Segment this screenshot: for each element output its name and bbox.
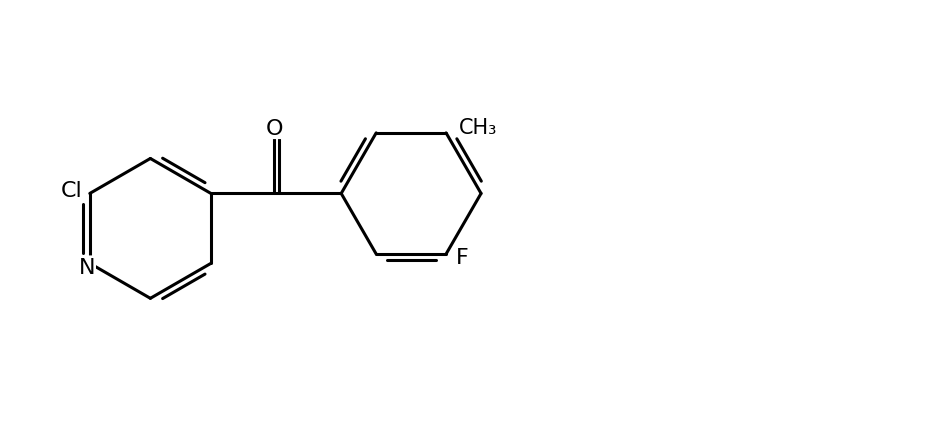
Text: N: N bbox=[78, 257, 95, 277]
Text: CH₃: CH₃ bbox=[458, 117, 498, 137]
Text: Cl: Cl bbox=[61, 181, 83, 201]
Text: O: O bbox=[266, 119, 284, 138]
Text: F: F bbox=[456, 248, 469, 268]
